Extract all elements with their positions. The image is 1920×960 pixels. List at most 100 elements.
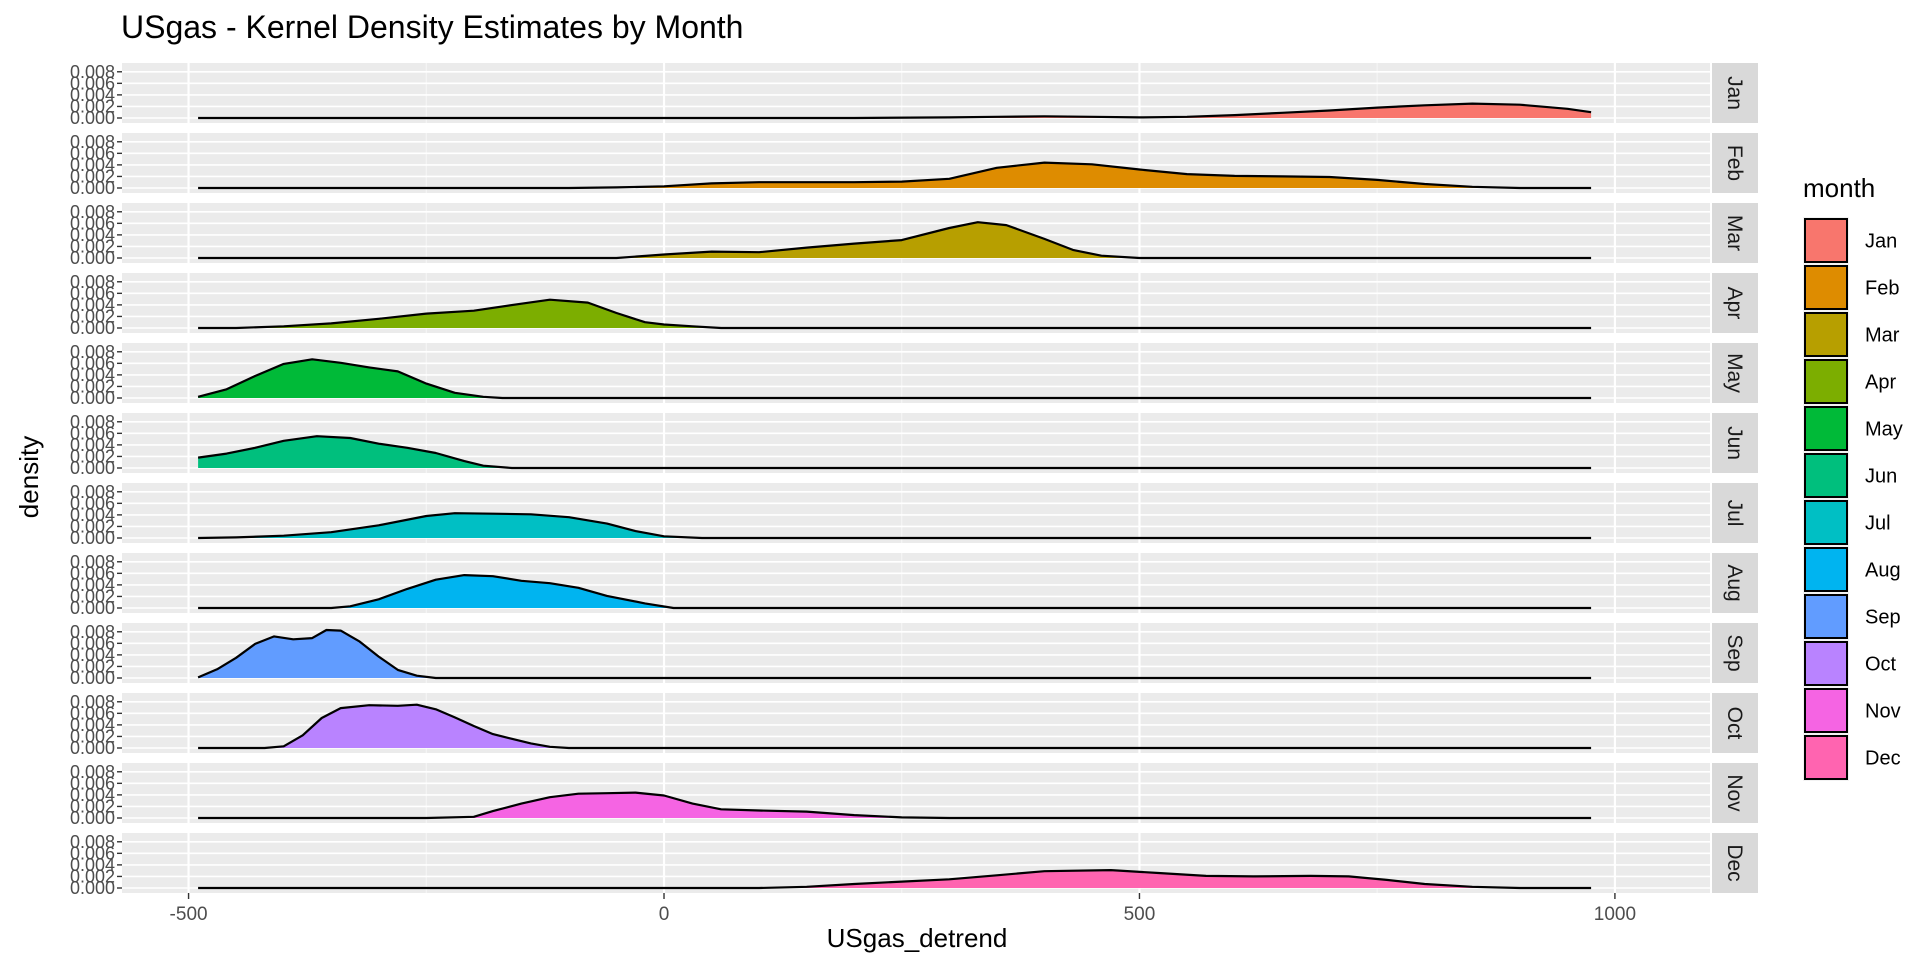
legend-label: Nov bbox=[1865, 701, 1901, 723]
y-tick-label: 0.008 bbox=[70, 622, 115, 642]
density-line-feb bbox=[198, 161, 1592, 190]
density-line-sep bbox=[197, 628, 1592, 680]
legend-swatch bbox=[1804, 406, 1848, 451]
legend-swatch bbox=[1804, 735, 1848, 780]
density-line-mar bbox=[198, 221, 1592, 260]
legend-item-feb: Feb bbox=[1803, 264, 1899, 311]
legend-item-jun: Jun bbox=[1803, 452, 1897, 499]
facet-strip-label: Feb bbox=[1723, 145, 1746, 181]
y-tick-label: 0.008 bbox=[70, 552, 115, 572]
legend-swatch bbox=[1804, 547, 1848, 592]
y-tick-label: 0.008 bbox=[70, 832, 115, 852]
x-tick-label: 0 bbox=[659, 904, 670, 925]
y-axis-label: density bbox=[14, 436, 44, 518]
legend-swatch bbox=[1804, 641, 1848, 686]
facet-strip-label: Dec bbox=[1723, 844, 1746, 881]
density-line-oct bbox=[198, 703, 1592, 750]
legend-swatch bbox=[1804, 265, 1848, 310]
facet-strip-label: Oct bbox=[1723, 707, 1746, 740]
facet-strip-label: Apr bbox=[1723, 287, 1746, 320]
facet-panels: 0.0000.0020.0040.0060.008Jan0.0000.0020.… bbox=[70, 62, 1758, 898]
y-tick-label: 0.006 bbox=[70, 353, 115, 373]
legend-item-aug: Aug bbox=[1803, 546, 1901, 593]
facet-strip-label: Jun bbox=[1723, 426, 1746, 460]
y-tick-label: 0.006 bbox=[70, 213, 115, 233]
y-tick-label: 0.004 bbox=[70, 155, 115, 175]
y-tick-label: 0.008 bbox=[70, 412, 115, 432]
y-tick-label: 0.002 bbox=[70, 306, 115, 326]
legend-label: Dec bbox=[1865, 748, 1901, 770]
density-line-jun bbox=[197, 435, 1592, 470]
y-tick-label: 0.004 bbox=[70, 225, 115, 245]
y-tick-label: 0.006 bbox=[70, 563, 115, 583]
legend-item-oct: Oct bbox=[1803, 640, 1897, 687]
legend-label: Mar bbox=[1865, 325, 1900, 347]
y-tick-label: 0.008 bbox=[70, 692, 115, 712]
y-tick-label: 0.008 bbox=[70, 62, 115, 82]
y-tick-label: 0.004 bbox=[70, 715, 115, 735]
y-tick-label: 0.000 bbox=[70, 808, 115, 828]
density-line-nov bbox=[198, 791, 1592, 820]
y-tick-label: 0.000 bbox=[70, 738, 115, 758]
facet-strip bbox=[1712, 693, 1758, 753]
legend-item-apr: Apr bbox=[1803, 358, 1896, 405]
facet-strip-label: Mar bbox=[1723, 215, 1746, 251]
legend-item-sep: Sep bbox=[1803, 593, 1901, 640]
y-tick-label: 0.002 bbox=[70, 516, 115, 536]
y-tick-label: 0.002 bbox=[70, 726, 115, 746]
density-area-oct bbox=[198, 704, 1592, 748]
facet-strip bbox=[1712, 273, 1758, 333]
y-tick-label: 0.006 bbox=[70, 283, 115, 303]
y-tick-label: 0.004 bbox=[70, 365, 115, 385]
legend-label: Jan bbox=[1865, 231, 1897, 253]
legend-label: Sep bbox=[1865, 607, 1901, 629]
y-tick-label: 0.008 bbox=[70, 762, 115, 782]
density-line-may bbox=[197, 358, 1592, 400]
y-tick-label: 0.006 bbox=[70, 143, 115, 163]
legend-label: Aug bbox=[1865, 560, 1901, 582]
legend-label: Oct bbox=[1865, 654, 1897, 676]
density-area-dec bbox=[198, 870, 1592, 888]
legend-item-jul: Jul bbox=[1803, 499, 1891, 546]
y-tick-label: 0.004 bbox=[70, 785, 115, 805]
legend: month Jan Feb Mar Apr May Jun Jul Aug Sep Oct Nov D… bbox=[1803, 173, 1903, 781]
legend-item-mar: Mar bbox=[1803, 311, 1900, 358]
density-line-jul bbox=[198, 512, 1592, 540]
y-tick-label: 0.004 bbox=[70, 575, 115, 595]
y-tick-label: 0.006 bbox=[70, 423, 115, 443]
legend-label: Feb bbox=[1865, 278, 1899, 300]
density-area-jun bbox=[198, 436, 1592, 468]
y-tick-label: 0.006 bbox=[70, 703, 115, 723]
legend-label: Jun bbox=[1865, 466, 1897, 488]
y-tick-label: 0.000 bbox=[70, 108, 115, 128]
y-tick-label: 0.002 bbox=[70, 796, 115, 816]
legend-title: month bbox=[1803, 173, 1875, 203]
y-tick-label: 0.000 bbox=[70, 598, 115, 618]
y-tick-label: 0.004 bbox=[70, 505, 115, 525]
legend-swatch bbox=[1804, 218, 1848, 263]
y-tick-label: 0.002 bbox=[70, 656, 115, 676]
x-tick-label: 500 bbox=[1124, 904, 1156, 925]
y-tick-label: 0.006 bbox=[70, 843, 115, 863]
facet-strip-label: Nov bbox=[1723, 774, 1746, 812]
legend-swatch bbox=[1804, 453, 1848, 498]
y-tick-label: 0.000 bbox=[70, 248, 115, 268]
x-axis-label: USgas_detrend bbox=[827, 923, 1008, 953]
y-tick-label: 0.006 bbox=[70, 773, 115, 793]
y-tick-label: 0.000 bbox=[70, 318, 115, 338]
density-line-dec bbox=[198, 869, 1592, 890]
panel-background bbox=[122, 763, 1710, 823]
facet-strip bbox=[1712, 63, 1758, 123]
density-area-jul bbox=[198, 513, 1592, 538]
facet-strip bbox=[1712, 133, 1758, 193]
y-tick-label: 0.002 bbox=[70, 376, 115, 396]
facet-strip bbox=[1712, 763, 1758, 823]
legend-label: Apr bbox=[1865, 372, 1896, 394]
y-tick-label: 0.000 bbox=[70, 528, 115, 548]
